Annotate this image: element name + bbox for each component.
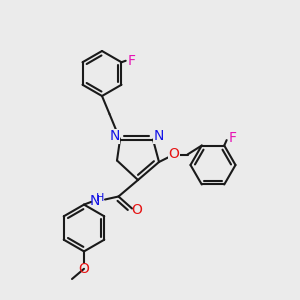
Text: O: O [131,203,142,217]
Text: N: N [110,130,120,143]
Text: F: F [229,131,237,145]
Text: N: N [153,130,164,143]
Text: O: O [169,147,179,160]
Text: H: H [95,193,104,203]
Text: O: O [79,262,89,276]
Text: F: F [128,54,136,68]
Text: N: N [90,194,100,208]
